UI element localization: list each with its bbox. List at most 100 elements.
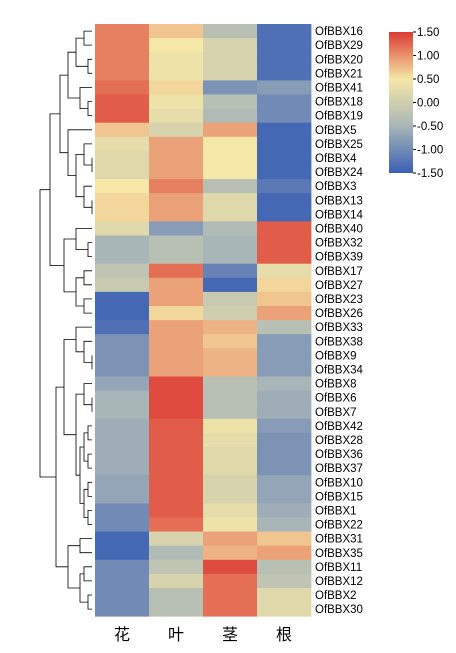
heatmap-cell xyxy=(95,108,150,124)
row-label: OfBBX8 xyxy=(315,379,357,391)
row-label: OfBBX11 xyxy=(315,562,362,574)
heatmap-cell xyxy=(257,348,312,363)
heatmap-cell xyxy=(203,475,258,490)
heatmap-cell xyxy=(203,52,258,67)
heatmap-cell xyxy=(203,320,258,335)
heatmap-cell xyxy=(95,602,150,617)
heatmap-cell xyxy=(149,545,204,561)
row-label: OfBBX7 xyxy=(315,407,357,419)
heatmap-cell xyxy=(149,306,204,321)
heatmap-cell xyxy=(203,193,258,208)
heatmap-cell xyxy=(95,461,150,476)
heatmap-cell xyxy=(95,66,150,81)
heatmap-cell xyxy=(149,503,204,518)
row-label: OfBBX15 xyxy=(315,491,363,503)
heatmap-cell xyxy=(149,602,204,617)
heatmap-cell xyxy=(257,559,312,575)
heatmap-cell xyxy=(149,432,204,448)
dendrogram-branch xyxy=(63,339,76,436)
heatmap-cell xyxy=(95,136,150,152)
row-label: OfBBX14 xyxy=(315,209,364,221)
dendrogram-branch xyxy=(55,386,68,568)
heatmap-cell xyxy=(149,404,204,420)
heatmap-cell xyxy=(95,489,150,504)
column-label: 根 xyxy=(276,625,292,644)
heatmap-cell xyxy=(95,545,150,561)
row-label: OfBBX37 xyxy=(315,463,363,475)
heatmap-cell xyxy=(149,207,204,222)
heatmap-cell xyxy=(203,136,258,152)
row-label: OfBBX19 xyxy=(315,111,363,123)
colorbar-tick-label: 0.00 xyxy=(417,98,439,110)
row-label: OfBBX17 xyxy=(315,266,363,278)
heatmap-cell xyxy=(257,291,312,307)
dendrogram-branch xyxy=(79,538,92,554)
row-label: OfBBX40 xyxy=(315,223,363,235)
heatmap-cell xyxy=(257,165,312,180)
dendrogram-branch xyxy=(83,30,92,46)
heatmap-cell xyxy=(95,94,150,109)
heatmap-cell xyxy=(95,165,150,180)
heatmap-cell xyxy=(203,38,258,53)
heatmap-cell xyxy=(203,573,258,589)
heatmap-cell xyxy=(149,291,204,307)
heatmap-cell xyxy=(95,179,150,194)
dendrogram-branch xyxy=(59,74,68,154)
heatmap-cell xyxy=(257,94,312,109)
heatmap-cell xyxy=(149,150,204,166)
heatmap-cell xyxy=(149,108,204,124)
heatmap-cell xyxy=(203,531,258,547)
heatmap-cell xyxy=(257,461,312,476)
heatmap-cell xyxy=(95,291,150,307)
heatmap-cell xyxy=(149,320,204,335)
heatmap-cell xyxy=(203,461,258,476)
heatmap-cell xyxy=(95,362,150,377)
heatmap-cell xyxy=(149,193,204,208)
heatmap-cell xyxy=(149,573,204,589)
dendrogram-branch xyxy=(83,340,92,363)
heatmap-cell xyxy=(149,179,204,194)
dendrogram-branch xyxy=(83,298,92,314)
heatmap-cell xyxy=(95,263,150,279)
heatmap-cell xyxy=(257,221,312,236)
dendrogram-branch xyxy=(79,446,84,504)
row-label: OfBBX3 xyxy=(315,181,357,193)
heatmap-cell xyxy=(95,24,150,39)
heatmap-cell xyxy=(149,447,204,462)
heatmap-cell xyxy=(95,38,150,53)
row-label: OfBBX2 xyxy=(315,590,357,602)
row-label: OfBBX35 xyxy=(315,548,363,560)
colorbar-tick-label: 1.00 xyxy=(417,51,439,63)
heatmap-cell xyxy=(257,390,312,406)
heatmap-cell xyxy=(149,94,204,109)
row-label: OfBBX25 xyxy=(315,139,363,151)
heatmap-cell xyxy=(203,291,258,307)
heatmap-cell xyxy=(257,52,312,67)
heatmap-cell xyxy=(203,306,258,321)
heatmap-cell xyxy=(203,545,258,561)
row-label: OfBBX36 xyxy=(315,449,363,461)
heatmap-cell xyxy=(149,390,204,406)
heatmap-cell xyxy=(149,475,204,490)
heatmap-cell xyxy=(95,306,150,321)
heatmap-cell xyxy=(203,150,258,166)
heatmap-cell xyxy=(203,334,258,349)
row-label: OfBBX42 xyxy=(315,421,363,433)
row-label: OfBBX28 xyxy=(315,435,363,447)
heatmap-cell xyxy=(149,122,204,138)
colorbar-tick-label: -1.50 xyxy=(417,168,443,180)
heatmap-cell xyxy=(257,122,312,138)
heatmap-cell xyxy=(149,559,204,575)
heatmap-cell xyxy=(203,418,258,434)
heatmap-cell xyxy=(257,66,312,81)
heatmap-cell xyxy=(149,165,204,180)
column-label: 茎 xyxy=(222,625,238,644)
row-label: OfBBX23 xyxy=(315,294,363,306)
heatmap-cell xyxy=(95,432,150,448)
heatmap-cells xyxy=(95,24,312,617)
heatmap-cell xyxy=(95,235,150,250)
heatmap-cell xyxy=(149,52,204,67)
heatmap-cell xyxy=(257,320,312,335)
column-label: 叶 xyxy=(168,625,184,644)
dendrogram-branch xyxy=(83,143,92,166)
